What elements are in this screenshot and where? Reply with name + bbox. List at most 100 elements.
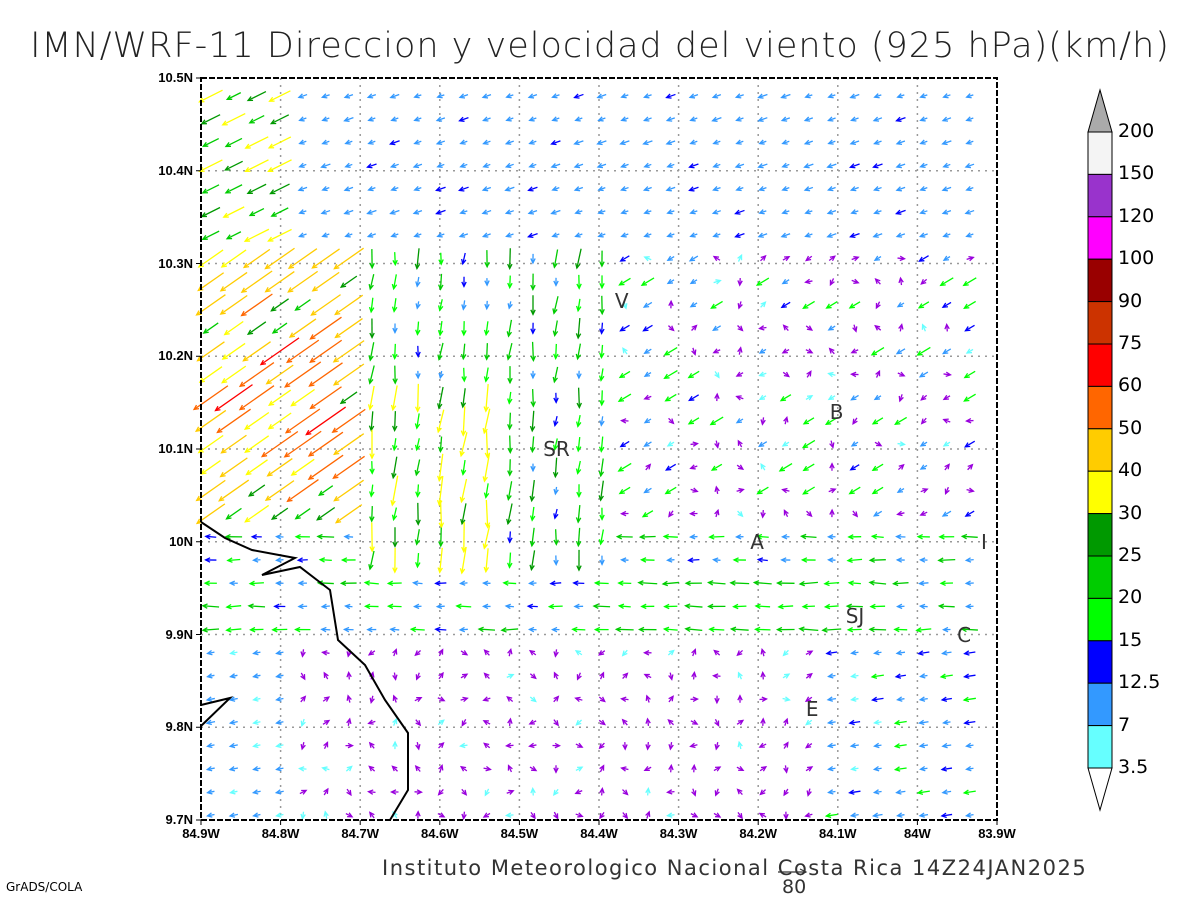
wind-vector bbox=[847, 580, 861, 586]
wind-vector bbox=[760, 301, 767, 308]
colorbar-label: 200 bbox=[1118, 120, 1155, 142]
wind-vector bbox=[529, 766, 538, 772]
wind-vector bbox=[438, 273, 444, 291]
wind-vector bbox=[871, 417, 884, 425]
wind-vector bbox=[781, 185, 790, 192]
wind-vector bbox=[334, 318, 363, 339]
wind-vector bbox=[482, 696, 491, 702]
wind-vector bbox=[275, 649, 284, 656]
wind-vector bbox=[296, 557, 308, 563]
wind-vector bbox=[826, 696, 837, 702]
x-tick-label: 84.8W bbox=[261, 826, 300, 841]
wind-vector bbox=[736, 649, 744, 657]
wind-vector bbox=[528, 742, 537, 749]
place-label: E bbox=[805, 696, 819, 721]
wind-vector bbox=[458, 116, 469, 122]
wind-vector bbox=[275, 719, 284, 725]
wind-vector bbox=[389, 93, 400, 99]
wind-vector bbox=[944, 463, 950, 471]
wind-vector bbox=[893, 743, 907, 749]
wind-vector bbox=[599, 416, 605, 427]
wind-vector bbox=[368, 342, 375, 362]
wind-vector bbox=[334, 294, 364, 316]
wind-vector bbox=[802, 463, 815, 472]
wind-vector bbox=[783, 765, 789, 774]
wind-vector bbox=[528, 116, 537, 122]
wind-vector bbox=[369, 484, 375, 498]
wind-vector bbox=[962, 696, 976, 703]
wind-vector bbox=[821, 627, 842, 633]
wind-vector bbox=[413, 116, 422, 122]
wind-vector bbox=[252, 649, 261, 656]
wind-vector bbox=[294, 626, 311, 633]
wind-vector bbox=[755, 277, 770, 286]
wind-vector bbox=[415, 370, 421, 380]
wind-vector bbox=[710, 463, 723, 471]
place-label: V bbox=[614, 288, 629, 313]
wind-vector bbox=[461, 719, 467, 727]
wind-vector bbox=[197, 249, 224, 268]
wind-vector bbox=[850, 348, 859, 354]
wind-vector bbox=[251, 789, 261, 795]
wind-vector bbox=[668, 417, 675, 425]
wind-vector bbox=[804, 742, 813, 749]
wind-vector bbox=[297, 580, 307, 586]
wind-vector bbox=[734, 232, 745, 238]
wind-vector bbox=[316, 533, 335, 540]
wind-vector bbox=[415, 484, 421, 498]
wind-vector bbox=[320, 626, 331, 633]
wind-vector bbox=[597, 232, 606, 238]
wind-vector bbox=[267, 159, 292, 173]
wind-vector bbox=[665, 463, 677, 471]
wind-vector bbox=[435, 186, 446, 192]
wind-vector bbox=[714, 508, 720, 518]
wind-vector bbox=[247, 603, 266, 609]
wind-vector bbox=[551, 626, 560, 633]
wind-vector bbox=[756, 486, 769, 495]
wind-vector bbox=[575, 317, 582, 340]
wind-vector bbox=[573, 162, 584, 169]
wind-vector bbox=[294, 508, 311, 520]
wind-vector bbox=[530, 295, 536, 316]
y-tick-label: 10.2N bbox=[158, 348, 193, 364]
wind-vector bbox=[640, 277, 655, 286]
wind-vector bbox=[438, 527, 444, 548]
wind-vector bbox=[805, 672, 813, 679]
y-tick-label: 9.7N bbox=[165, 812, 193, 827]
wind-vector bbox=[436, 162, 445, 168]
wind-vector bbox=[827, 673, 836, 679]
wind-vector bbox=[388, 140, 400, 146]
wind-vector bbox=[322, 719, 331, 726]
y-tick-label: 10N bbox=[169, 533, 193, 549]
wind-vector bbox=[875, 301, 881, 310]
wind-vector bbox=[919, 116, 928, 122]
wind-vector bbox=[483, 383, 489, 413]
wind-vector bbox=[942, 93, 951, 99]
wind-vector bbox=[643, 441, 652, 447]
wind-vector bbox=[346, 717, 352, 726]
wind-vector bbox=[620, 766, 629, 772]
wind-vector bbox=[297, 603, 308, 610]
wind-vector bbox=[553, 392, 559, 404]
wind-vector bbox=[895, 232, 906, 238]
wind-vector bbox=[893, 626, 908, 633]
wind-vector bbox=[247, 484, 266, 497]
wind-vector bbox=[668, 672, 674, 681]
wind-vector bbox=[321, 650, 330, 656]
wind-vector bbox=[642, 139, 653, 146]
wind-vector bbox=[242, 341, 271, 362]
wind-vector bbox=[868, 557, 886, 563]
wind-vector bbox=[344, 232, 353, 238]
wind-vector bbox=[714, 695, 720, 705]
colorbar-swatch bbox=[1087, 343, 1113, 387]
wind-vector bbox=[735, 185, 744, 192]
wind-vector bbox=[895, 209, 906, 215]
wind-vector bbox=[197, 272, 225, 292]
wind-vector bbox=[732, 557, 746, 563]
wind-vector bbox=[204, 557, 217, 563]
wind-vector bbox=[321, 232, 330, 238]
wind-vector bbox=[639, 557, 655, 563]
wind-vector bbox=[265, 364, 294, 385]
wind-vector bbox=[873, 186, 882, 192]
wind-vector bbox=[316, 506, 336, 521]
